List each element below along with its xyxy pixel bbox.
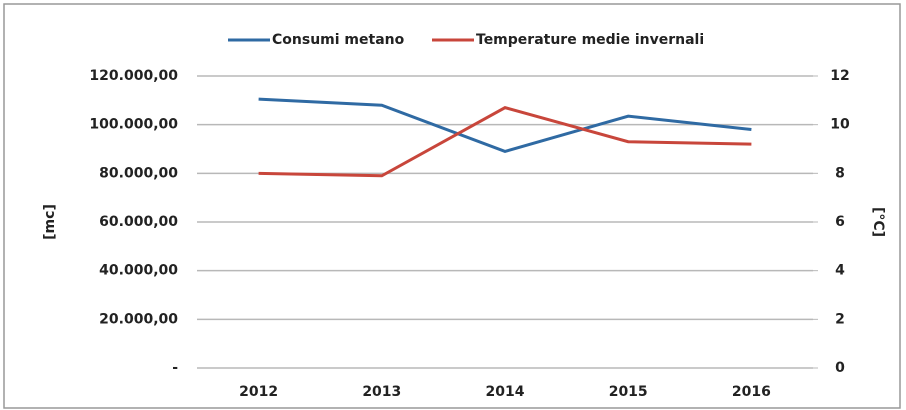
y2-tick-label: 12 — [830, 68, 849, 84]
x-tick-label: 2016 — [732, 384, 771, 400]
y-tick-label: - — [172, 360, 178, 376]
legend-label: Consumi metano — [272, 32, 405, 48]
y2-tick-label: 6 — [835, 214, 845, 230]
x-tick-label: 2014 — [486, 384, 525, 400]
y2-tick-label: 2 — [835, 311, 845, 327]
y2-tick-label: 4 — [835, 263, 845, 279]
y-tick-label: 120.000,00 — [89, 68, 178, 84]
x-tick-label: 2012 — [239, 384, 278, 400]
y-axis-label: [mc] — [42, 204, 58, 240]
x-tick-label: 2013 — [362, 384, 401, 400]
y-tick-label: 100.000,00 — [89, 117, 178, 133]
y2-tick-label: 0 — [835, 360, 845, 376]
y2-tick-label: 10 — [830, 117, 850, 133]
y-tick-label: 40.000,00 — [99, 263, 178, 279]
data-line — [258, 97, 752, 154]
y-tick-label: 60.000,00 — [99, 214, 178, 230]
y-tick-label: 80.000,00 — [99, 165, 178, 181]
y2-axis-label: [°C] — [870, 207, 886, 237]
y-tick-label: 20.000,00 — [99, 311, 178, 327]
chart-frame — [3, 3, 901, 409]
x-tick-label: 2015 — [609, 384, 648, 400]
legend-label: Temperature medie invernali — [476, 32, 704, 48]
y2-tick-label: 8 — [835, 165, 845, 181]
data-line — [258, 106, 752, 178]
